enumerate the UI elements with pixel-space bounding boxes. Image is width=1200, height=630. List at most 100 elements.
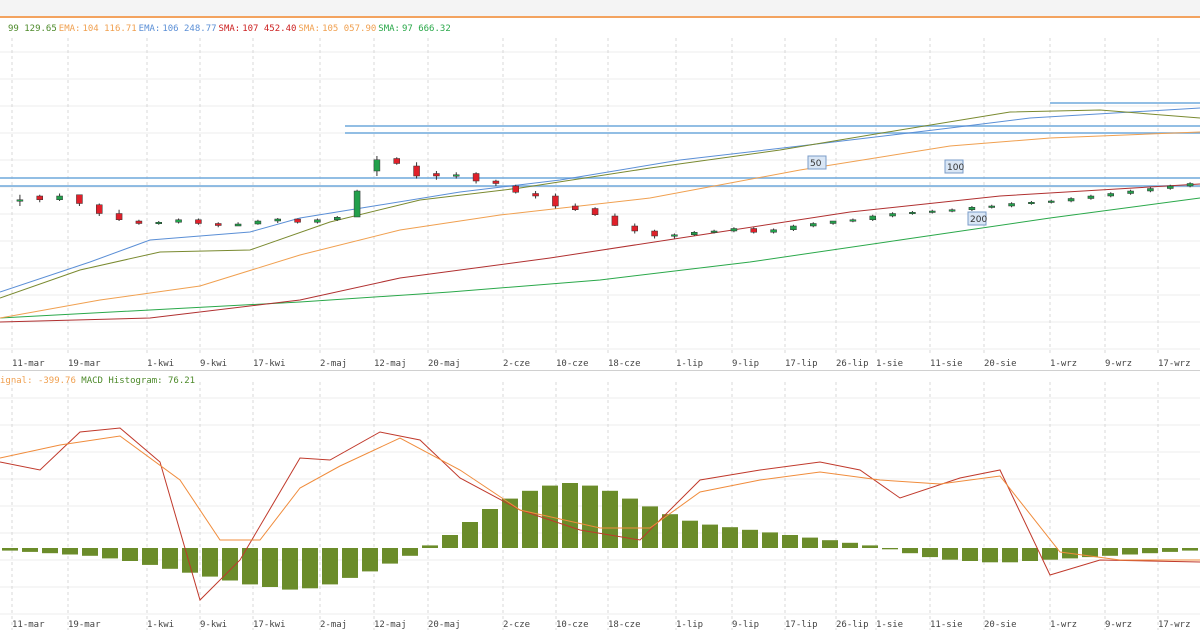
candle-body xyxy=(254,220,262,225)
top-toolbar xyxy=(0,0,1200,18)
macd-histogram-bar xyxy=(742,529,758,548)
macd-histogram-bar xyxy=(942,548,958,560)
macd-histogram-bar xyxy=(482,509,498,548)
candle-body xyxy=(710,230,718,233)
x-tick-label-bottom: 17-lip xyxy=(785,620,818,630)
macd-histogram-bar xyxy=(982,548,998,563)
x-tick-label: 9-wrz xyxy=(1105,359,1132,369)
x-tick-label-bottom: 19-mar xyxy=(68,620,101,630)
macd-histogram-bar xyxy=(422,545,438,548)
macd-histogram-bar xyxy=(182,548,198,573)
candle-body xyxy=(929,210,936,213)
candle-body xyxy=(829,220,837,224)
macd-histogram-bar xyxy=(1002,548,1018,563)
x-tick-label-bottom: 18-cze xyxy=(608,620,641,630)
macd-histogram-bar xyxy=(522,490,538,548)
candle-body xyxy=(135,220,143,224)
candle-body xyxy=(849,219,857,222)
ma-label-box xyxy=(967,211,987,226)
macd-histogram-bar xyxy=(762,532,778,548)
indicator-value-4: 105 057.90 xyxy=(322,24,377,34)
macd-histogram-bar xyxy=(462,522,478,548)
indicator-name-3: SMA: xyxy=(218,24,241,34)
macd-histogram-bar xyxy=(662,514,678,548)
candle-body xyxy=(433,173,440,177)
macd-histogram-bar xyxy=(582,485,598,548)
x-tick-label: 12-maj xyxy=(374,359,407,369)
x-tick-label-bottom: 9-lip xyxy=(732,620,759,630)
candle-body xyxy=(869,215,876,220)
candle-body xyxy=(651,230,658,237)
sma-100-line xyxy=(0,183,1200,323)
ma-label-text: 200 xyxy=(970,215,987,225)
x-tick-label-bottom: 17-wrz xyxy=(1158,620,1191,630)
candle-body xyxy=(353,190,361,218)
candle-body xyxy=(889,213,896,217)
x-tick-label: 17-lip xyxy=(785,359,818,369)
macd-histogram-bar xyxy=(302,548,318,589)
ma-label-box xyxy=(944,159,964,174)
macd-histogram-bar xyxy=(802,537,818,548)
histogram-legend-value: 76.21 xyxy=(168,376,196,386)
x-tick-label-bottom: 10-cze xyxy=(556,620,589,630)
candle-body xyxy=(393,158,400,164)
x-tick-label-bottom: 17-kwi xyxy=(253,620,286,630)
x-tick-label-bottom: 1-wrz xyxy=(1050,620,1077,630)
macd-histogram-bar xyxy=(382,548,398,564)
macd-histogram-bar xyxy=(122,548,138,561)
macd-legend: ignal: -399.76 MACD Histogram: 76.21 xyxy=(0,376,195,386)
macd-histogram-bar xyxy=(642,506,658,548)
macd-histogram-bar xyxy=(2,548,18,551)
candle-body xyxy=(572,205,579,210)
x-tick-label-bottom: 20-sie xyxy=(984,620,1017,630)
x-tick-label: 20-sie xyxy=(984,359,1017,369)
macd-histogram-bar xyxy=(822,540,838,548)
macd-histogram-bar xyxy=(282,548,298,590)
candle-body xyxy=(611,215,619,226)
macd-histogram-bar xyxy=(262,548,278,587)
candle-body xyxy=(175,219,182,223)
macd-histogram-bar xyxy=(322,548,338,585)
candle-body xyxy=(1186,183,1194,187)
x-tick-label-bottom: 11-sie xyxy=(930,620,963,630)
candle-body xyxy=(96,204,103,214)
indicator-value-2: 106 248.77 xyxy=(162,24,217,34)
indicator-legend: 99 129.65 EMA: 104 116.71 EMA: 106 248.77 SMA… xyxy=(6,24,453,34)
x-tick-label-bottom: 11-mar xyxy=(12,620,45,630)
x-tick-label-bottom: 1-kwi xyxy=(147,620,174,630)
macd-histogram-bar xyxy=(442,535,458,548)
x-tick-label: 11-sie xyxy=(930,359,963,369)
indicator-name-5: SMA: xyxy=(378,24,400,34)
candle-body xyxy=(591,208,599,215)
x-tick-label: 1-kwi xyxy=(147,359,174,369)
x-tick-label: 9-kwi xyxy=(200,359,227,369)
candle-body xyxy=(16,199,24,202)
sma-200-line xyxy=(0,197,1200,319)
candle-body xyxy=(968,207,976,210)
x-tick-label-bottom: 9-kwi xyxy=(200,620,227,630)
x-tick-label-bottom: 1-lip xyxy=(676,620,703,630)
ma-label-box xyxy=(807,155,827,170)
candle-body xyxy=(631,225,638,232)
indicator-name-2: EMA: xyxy=(138,24,161,34)
candle-body xyxy=(195,219,202,224)
macd-histogram-bar xyxy=(342,548,358,578)
macd-histogram-bar xyxy=(562,483,578,548)
x-tick-label-bottom: 12-maj xyxy=(374,620,407,630)
candle-body xyxy=(1167,185,1174,189)
macd-histogram-bar xyxy=(702,524,718,548)
x-tick-label-bottom: 26-lip xyxy=(836,620,869,630)
macd-histogram-bar xyxy=(1082,548,1098,558)
x-tick-label: 2-cze xyxy=(503,359,530,369)
candle-body xyxy=(770,229,777,233)
macd-histogram-bar xyxy=(102,548,118,559)
signal-legend-value: -399.76 xyxy=(37,376,76,386)
x-tick-label: 10-cze xyxy=(556,359,589,369)
macd-histogram-bar xyxy=(362,548,378,572)
candle-body xyxy=(790,225,797,230)
candle-body xyxy=(1048,200,1055,203)
macd-histogram-bar xyxy=(682,520,698,548)
macd-histogram-bar xyxy=(242,548,258,585)
macd-histogram-bar xyxy=(1122,548,1138,555)
candle-body xyxy=(948,209,956,212)
